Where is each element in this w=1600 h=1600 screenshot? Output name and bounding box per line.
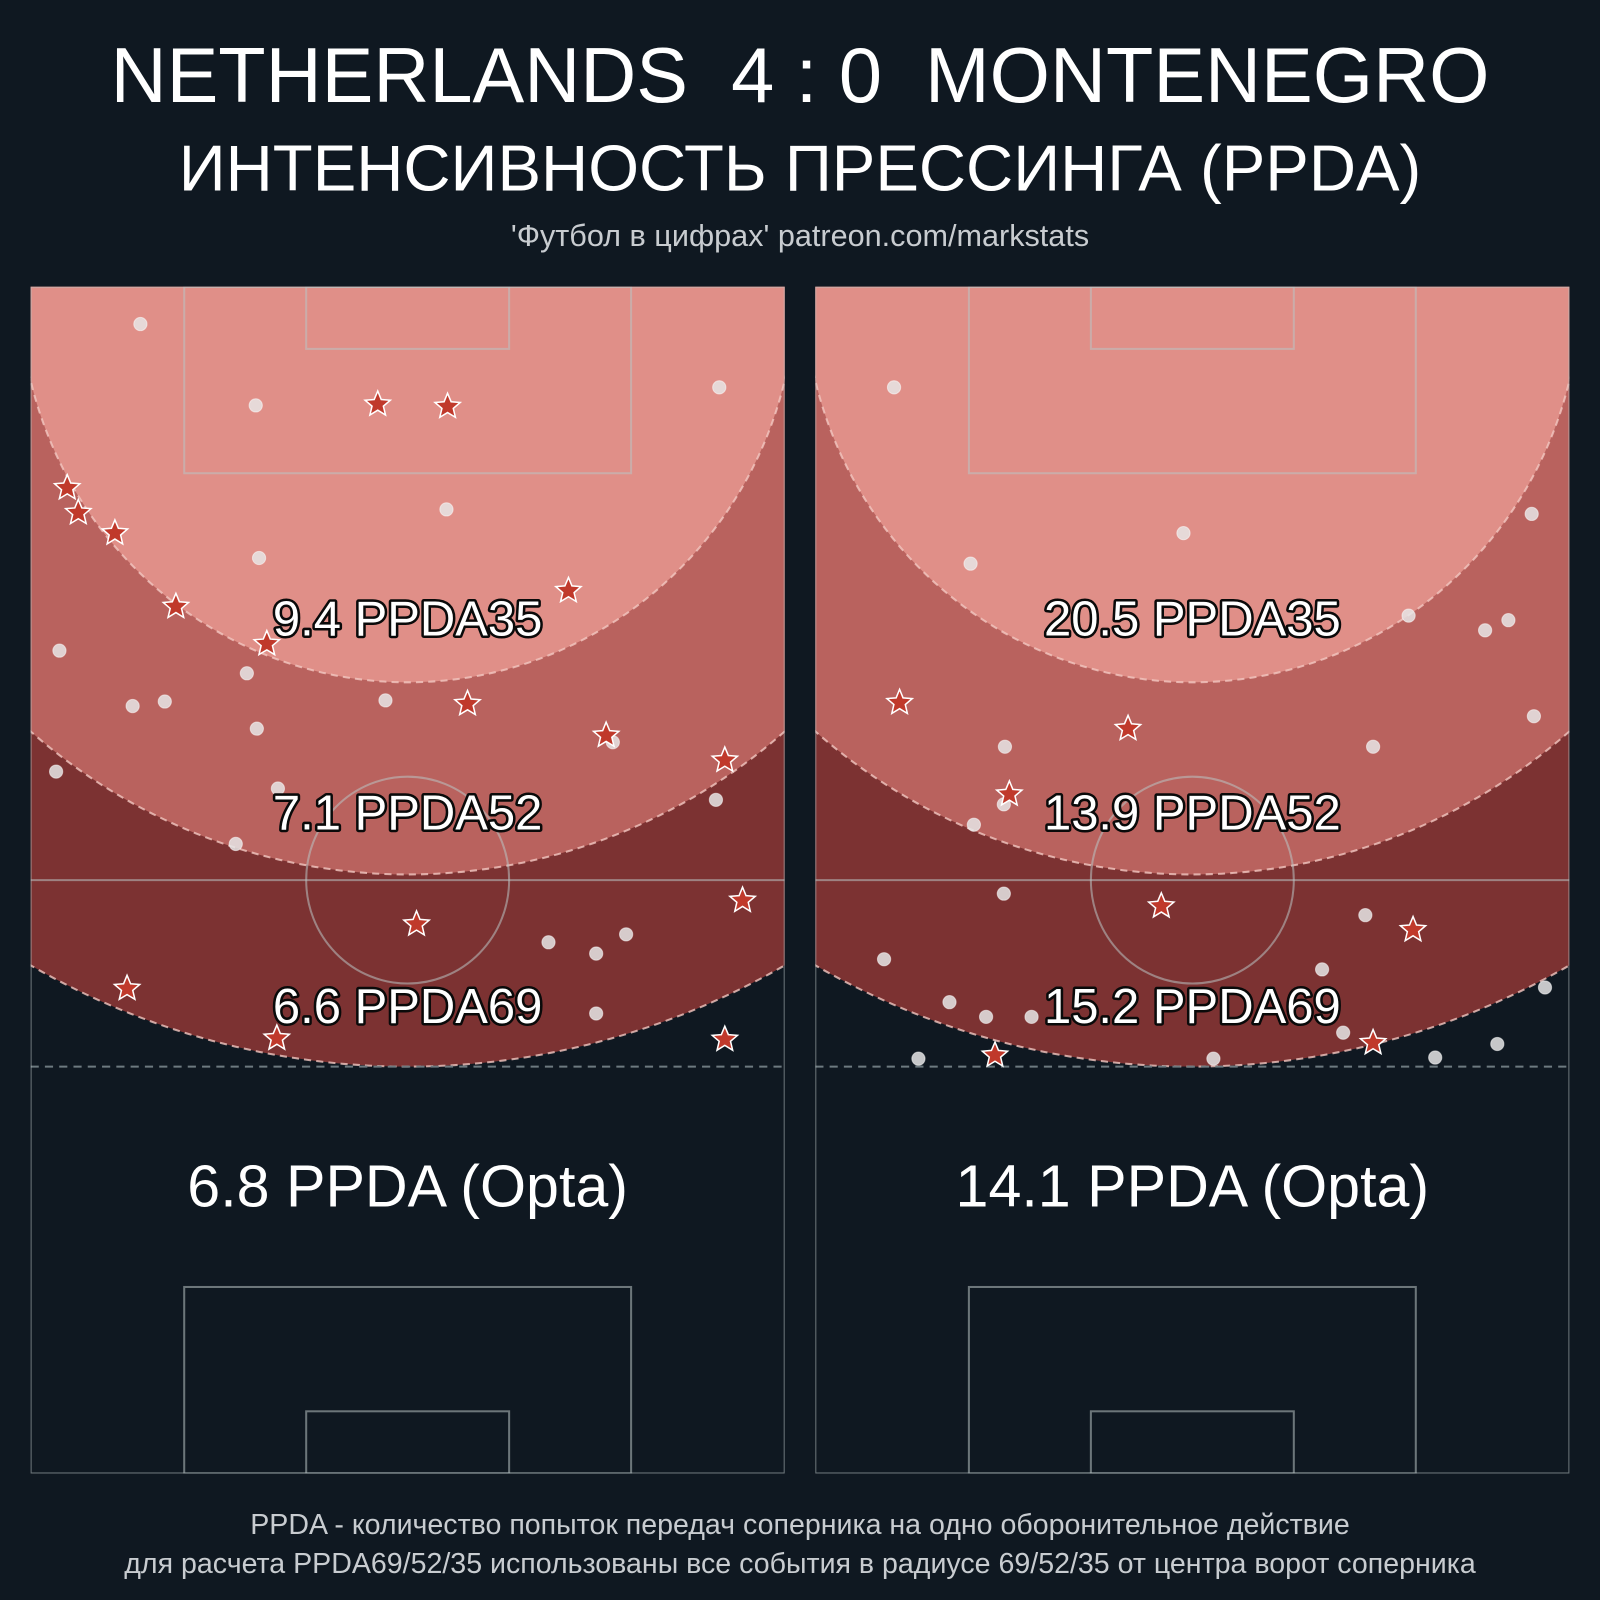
ball-recovery	[433, 391, 463, 419]
box	[1089, 1410, 1295, 1474]
defensive-action	[1526, 709, 1542, 724]
ball-recovery	[63, 497, 93, 526]
ball-recovery	[401, 908, 432, 937]
zone-label: 6.6 PPDA69	[273, 980, 543, 1034]
defensive-action	[876, 952, 892, 967]
defensive-action	[1336, 1025, 1351, 1040]
defensive-action	[249, 721, 264, 736]
centre-circle	[305, 775, 511, 985]
defensive-action	[541, 935, 556, 950]
ball-recovery	[363, 389, 393, 417]
box	[305, 286, 511, 350]
ball-recovery	[994, 778, 1024, 807]
ball-recovery	[727, 885, 758, 913]
subtitle: ИНТЕНСИВНОСТЬ ПРЕССИНГА (PPDA)	[179, 132, 1422, 205]
ball-recovery	[710, 745, 740, 773]
defensive-action	[125, 698, 140, 714]
defensive-action	[52, 643, 67, 658]
ball-recovery	[262, 1023, 292, 1051]
zone-label: 15.2 PPDA69	[1044, 980, 1341, 1034]
defensive-action	[157, 694, 172, 709]
defensive-action	[911, 1051, 926, 1066]
defensive-action	[997, 739, 1013, 754]
opta-ppda: 14.1 PPDA (Opta)	[956, 1152, 1430, 1219]
defensive-action	[1477, 623, 1493, 638]
ppda-zone	[815, 286, 1570, 684]
defensive-action	[378, 693, 393, 708]
defensive-action	[248, 398, 263, 413]
defensive-action	[1024, 1009, 1039, 1025]
box	[305, 1410, 511, 1474]
title: NETHERLANDS 4 : 0 MONTENEGRO	[111, 33, 1490, 119]
defensive-action	[270, 781, 286, 796]
ball-recovery	[452, 688, 483, 717]
box	[1089, 286, 1295, 350]
defensive-action	[618, 927, 634, 942]
pitch	[30, 286, 785, 1474]
defensive-action	[239, 666, 254, 681]
defensive-action	[886, 380, 902, 395]
defensive-action	[228, 836, 243, 852]
credit: 'Футбол в цифрах' patreon.com/markstats	[511, 219, 1089, 253]
defensive-action	[589, 1006, 604, 1021]
box	[183, 286, 633, 475]
zone-label: 20.5 PPDA35	[1044, 592, 1341, 646]
ball-recovery	[1146, 890, 1176, 919]
defensive-action	[1314, 962, 1330, 977]
defensive-action	[1206, 1051, 1221, 1066]
defensive-action	[1490, 1036, 1505, 1052]
zone-label: 7.1 PPDA52	[273, 786, 543, 840]
zone-label: 9.4 PPDA35	[273, 592, 543, 646]
defensive-action	[1358, 907, 1373, 923]
defensive-action	[996, 886, 1011, 901]
defensive-action	[942, 995, 957, 1010]
ball-recovery	[980, 1040, 1010, 1068]
ball-recovery	[553, 575, 583, 604]
defensive-action	[48, 764, 64, 779]
defensive-action	[1537, 980, 1553, 995]
pitch	[815, 286, 1570, 1474]
defensive-action	[963, 556, 978, 571]
ball-recovery	[161, 591, 191, 619]
ball-recovery	[591, 720, 621, 748]
ball-recovery	[100, 517, 130, 546]
box	[183, 1285, 633, 1474]
footer-line: PPDA - количество попыток передач соперн…	[250, 1509, 1350, 1541]
defensive-action	[251, 550, 267, 566]
defensive-action	[1524, 506, 1539, 522]
defensive-action	[712, 380, 727, 395]
defensive-action	[133, 316, 148, 332]
ball-recovery	[1358, 1027, 1388, 1056]
opta-ppda: 6.8 PPDA (Opta)	[187, 1152, 628, 1219]
defensive-action	[966, 817, 982, 832]
ball-recovery	[885, 687, 915, 715]
footer-line: для расчета PPDA69/52/35 использованы вс…	[124, 1548, 1476, 1580]
defensive-action	[1365, 739, 1381, 754]
ball-recovery	[1398, 914, 1428, 943]
centre-circle	[1089, 775, 1295, 985]
defensive-action	[1428, 1050, 1443, 1065]
defensive-action	[708, 792, 724, 807]
ppda-zone	[30, 286, 785, 684]
defensive-action	[1501, 613, 1516, 628]
defensive-action	[439, 502, 454, 517]
ball-recovery	[710, 1024, 740, 1052]
ball-recovery	[52, 472, 82, 501]
defensive-action	[978, 1009, 994, 1025]
zone-label: 13.9 PPDA52	[1044, 786, 1341, 840]
defensive-action	[589, 946, 604, 961]
ball-recovery	[112, 973, 142, 1001]
box	[967, 1285, 1417, 1474]
defensive-action	[1401, 608, 1416, 623]
defensive-action	[1176, 525, 1191, 541]
ball-recovery	[1113, 713, 1143, 742]
box	[967, 286, 1417, 475]
ball-recovery	[252, 628, 282, 657]
